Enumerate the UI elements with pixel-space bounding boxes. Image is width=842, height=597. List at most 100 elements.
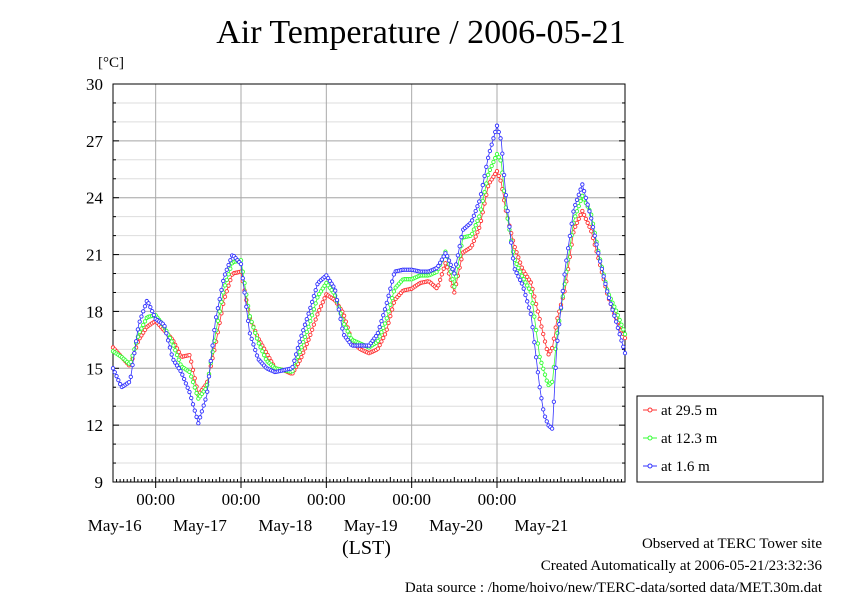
data-point [484, 181, 489, 186]
data-point [242, 290, 247, 295]
data-point [301, 339, 306, 345]
data-point [535, 370, 541, 375]
data-point [260, 349, 265, 354]
data-point [439, 272, 445, 277]
data-point [528, 311, 533, 317]
data-point [516, 274, 521, 279]
data-point [197, 415, 203, 420]
data-point [308, 332, 313, 338]
data-point [573, 214, 578, 219]
data-point [548, 349, 553, 354]
data-point [452, 290, 457, 295]
data-point [526, 305, 532, 310]
data-point [581, 212, 587, 218]
data-point [315, 295, 320, 300]
data-point [318, 304, 324, 309]
data-point [526, 286, 532, 291]
data-point [622, 350, 628, 356]
data-point [377, 334, 382, 339]
day-label: May-19 [344, 516, 398, 535]
x-tick-label: 00:00 [136, 490, 175, 509]
data-point [480, 198, 485, 204]
data-point [189, 395, 194, 401]
data-point [379, 318, 384, 324]
data-point [388, 302, 393, 307]
x-tick-label: 00:00 [478, 490, 517, 509]
data-point [530, 301, 535, 306]
data-point [510, 256, 516, 261]
data-point [180, 372, 185, 377]
data-point [313, 301, 318, 306]
data-point [521, 286, 526, 291]
data-point [452, 284, 457, 289]
data-point [576, 216, 581, 222]
data-point [621, 344, 626, 349]
data-point [205, 389, 210, 394]
data-point [290, 364, 295, 370]
data-point [258, 345, 263, 350]
data-point [509, 240, 514, 245]
data-point [112, 370, 117, 375]
data-point [553, 365, 558, 370]
data-point [615, 325, 621, 331]
data-point [580, 182, 585, 187]
data-point [450, 267, 455, 272]
data-point [293, 352, 299, 357]
data-point [388, 286, 393, 291]
data-point [190, 367, 196, 373]
data-point [309, 327, 315, 332]
data-point [375, 330, 381, 336]
data-point [546, 352, 551, 357]
data-point [585, 220, 590, 225]
data-point [574, 209, 580, 214]
data-point [471, 227, 477, 232]
data-point [315, 312, 320, 317]
data-point [331, 284, 336, 289]
data-point [516, 255, 521, 260]
data-point [581, 189, 587, 194]
data-point [478, 192, 484, 197]
data-point [217, 309, 222, 314]
data-point [313, 287, 318, 293]
data-point [448, 262, 453, 267]
data-point [574, 220, 580, 225]
data-point [162, 323, 167, 329]
data-point [254, 353, 260, 358]
data-point [244, 304, 249, 309]
data-point [135, 327, 141, 332]
data-point [445, 254, 450, 259]
data-point [514, 250, 519, 255]
data-point [185, 385, 190, 390]
data-point [114, 374, 119, 379]
data-point [450, 277, 455, 282]
data-point [475, 204, 480, 209]
data-point [436, 283, 441, 288]
data-point [617, 332, 622, 337]
data-point [199, 409, 205, 414]
data-point [391, 272, 397, 277]
data-point [137, 319, 142, 324]
data-point [377, 342, 382, 348]
data-point [215, 306, 221, 311]
data-point [557, 322, 562, 327]
data-point [621, 327, 626, 332]
data-point [576, 192, 581, 197]
data-point [471, 238, 477, 244]
data-point [347, 332, 352, 338]
data-point [308, 318, 313, 324]
data-point [532, 314, 537, 319]
data-point [334, 297, 340, 303]
data-point [306, 311, 311, 316]
data-point [384, 316, 389, 321]
data-point [603, 281, 608, 287]
data-point [221, 278, 226, 284]
data-point [533, 301, 539, 307]
data-point [313, 317, 318, 322]
data-point [187, 389, 192, 395]
data-point [477, 199, 482, 204]
data-point [391, 300, 397, 305]
data-point [167, 345, 173, 350]
data-point [551, 336, 557, 341]
data-point [478, 218, 484, 224]
